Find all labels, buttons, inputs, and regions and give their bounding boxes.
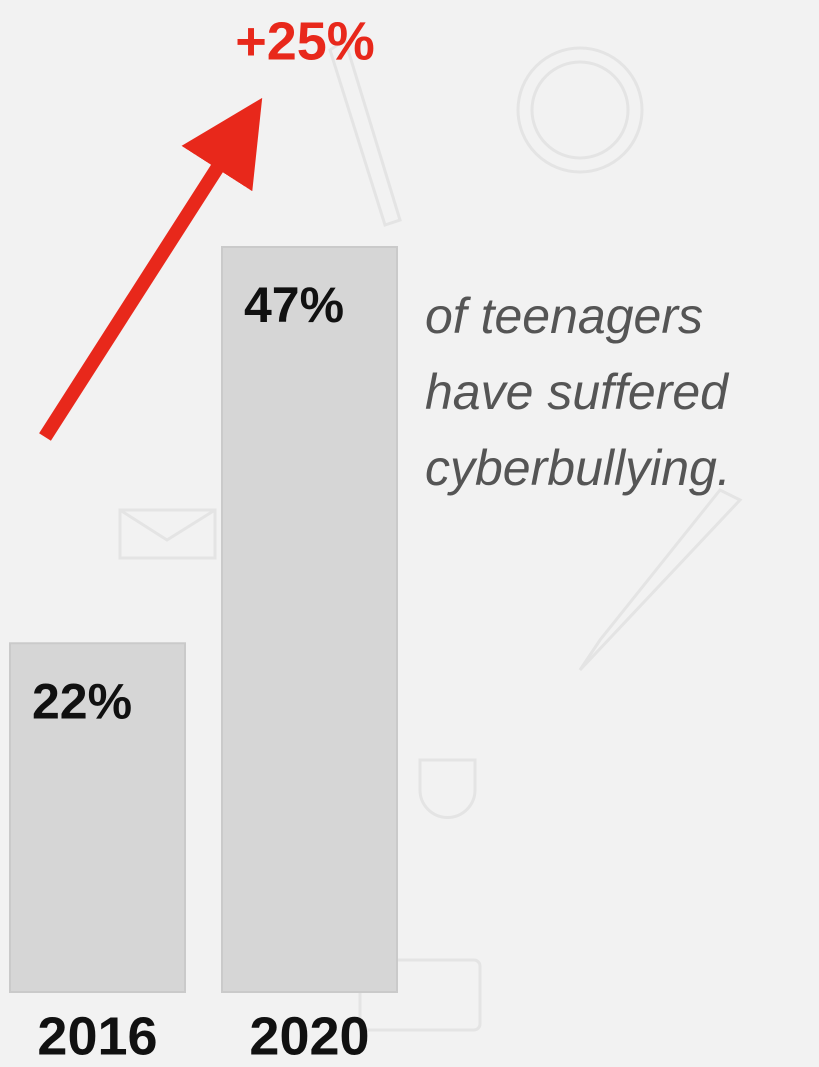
x-tick-label: 2016 — [37, 1006, 157, 1066]
decor — [118, 37, 743, 1032]
caption: of teenagers have suffered cyberbullying. — [425, 288, 731, 496]
bar — [221, 246, 398, 993]
caption-line: of teenagers — [425, 288, 703, 344]
x-tick-label: 2020 — [249, 1006, 369, 1066]
caption-line: have suffered — [425, 364, 730, 420]
annotation: +25% — [235, 11, 375, 71]
bar — [9, 642, 186, 994]
trend-arrow — [39, 97, 263, 441]
value-label: 47% — [244, 277, 344, 333]
caption-line: cyberbullying. — [425, 440, 731, 496]
value-label: 22% — [32, 673, 132, 729]
